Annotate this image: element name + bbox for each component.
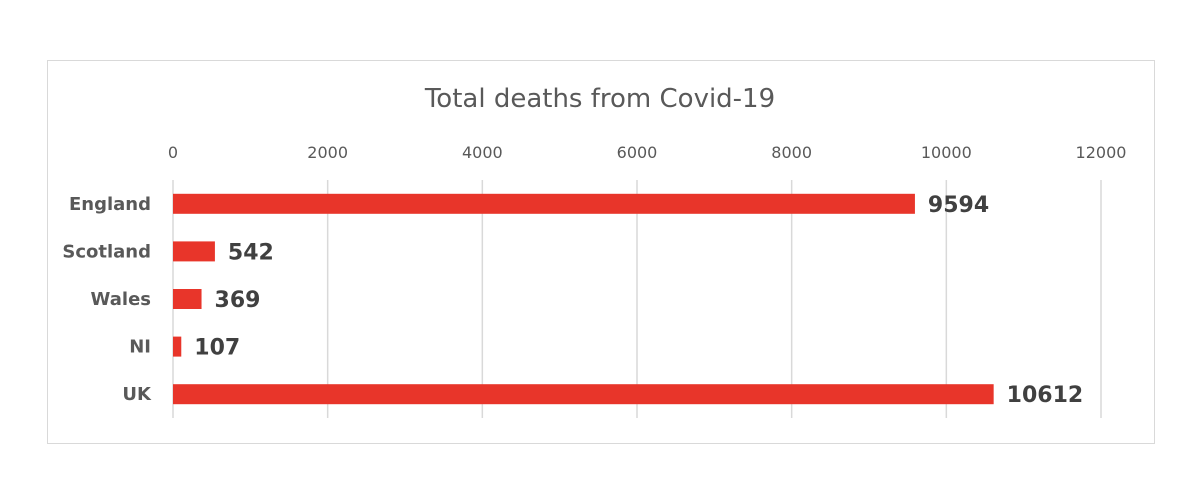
- chart-title: Total deaths from Covid-19: [424, 84, 776, 114]
- bar-uk: [173, 384, 994, 405]
- bars: [173, 193, 994, 405]
- chart-frame: [47, 60, 1155, 444]
- category-label: NI: [129, 337, 151, 358]
- category-label: Scotland: [62, 241, 151, 262]
- x-tick-label: 12000: [1076, 143, 1127, 162]
- data-label: 107: [194, 336, 240, 361]
- bar-wales: [173, 289, 202, 309]
- x-axis-ticks: 0 2000 4000 6000 8000 10000 12000: [168, 143, 1127, 162]
- x-tick-label: 4000: [462, 143, 503, 162]
- x-tick-label: 8000: [771, 143, 812, 162]
- category-label: England: [69, 194, 151, 215]
- category-labels: England Scotland Wales NI UK: [62, 194, 152, 405]
- bar-ni: [173, 336, 182, 357]
- data-labels: 9594 542 369 107 10612: [194, 193, 1083, 408]
- bar-scotland: [173, 241, 215, 262]
- data-label: 369: [215, 288, 261, 313]
- category-label: UK: [122, 384, 152, 405]
- x-tick-label: 0: [168, 143, 178, 162]
- x-tick-label: 2000: [307, 143, 348, 162]
- gridlines: [172, 180, 1102, 418]
- data-label: 10612: [1007, 383, 1084, 408]
- data-label: 9594: [928, 193, 989, 218]
- category-label: Wales: [91, 289, 151, 310]
- data-label: 542: [228, 240, 274, 265]
- x-tick-label: 10000: [921, 143, 972, 162]
- bar-england: [173, 193, 915, 214]
- x-tick-label: 6000: [617, 143, 658, 162]
